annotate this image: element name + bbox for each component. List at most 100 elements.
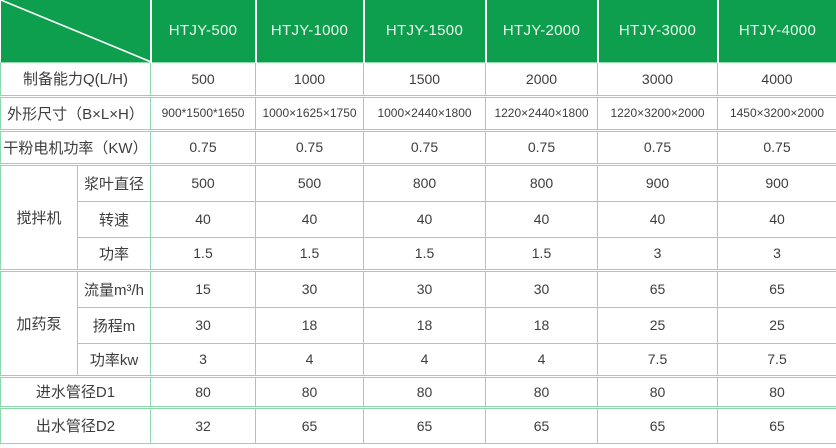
value-cell: 1500 bbox=[363, 61, 486, 97]
value-cell: 0.75 bbox=[717, 128, 836, 165]
column-header-htjy-1500: HTJY-1500 bbox=[363, 0, 487, 62]
sub-row-label: 转速 bbox=[77, 200, 151, 238]
value-cell: 80 bbox=[597, 374, 718, 408]
value-cell: 32 bbox=[150, 405, 256, 444]
row-mixer-power: 功率 1.5 1.5 1.5 1.5 3 3 bbox=[1, 236, 836, 271]
value-cell: 30 bbox=[485, 268, 598, 308]
row-dry-powder-motor-power: 干粉电机功率（KW） 0.75 0.75 0.75 0.75 0.75 0.75 bbox=[0, 128, 836, 165]
column-header-htjy-500: HTJY-500 bbox=[150, 0, 257, 62]
value-cell: 80 bbox=[485, 374, 598, 408]
sub-row-label: 功率kw bbox=[77, 342, 151, 377]
value-cell: 4000 bbox=[717, 61, 836, 97]
value-cell: 1220×2440×1800 bbox=[485, 94, 598, 131]
row-label: 制备能力Q(L/H) bbox=[0, 61, 151, 97]
row-mixer-blade-diameter: 搅拌机 浆叶直径 500 500 800 800 900 900 bbox=[0, 162, 836, 271]
diagonal-divider-line bbox=[1, 0, 150, 62]
value-cell: 0.75 bbox=[363, 128, 486, 165]
value-cell: 65 bbox=[717, 405, 836, 444]
value-cell: 0.75 bbox=[255, 128, 364, 165]
value-cell: 80 bbox=[255, 374, 364, 408]
sub-row-label: 流量m³/h bbox=[77, 268, 151, 308]
row-dosing-pump-head: 扬程m 30 18 18 18 25 25 bbox=[1, 306, 836, 344]
value-cell: 80 bbox=[150, 374, 256, 408]
value-cell: 40 bbox=[717, 200, 836, 238]
value-cell: 900 bbox=[597, 162, 718, 202]
value-cell: 500 bbox=[150, 61, 256, 97]
row-dosing-pump-flow: 加药泵 流量m³/h 15 30 30 30 65 65 bbox=[0, 268, 836, 377]
value-cell: 3 bbox=[597, 236, 718, 271]
value-cell: 25 bbox=[717, 306, 836, 344]
value-cell: 18 bbox=[485, 306, 598, 344]
value-cell: 65 bbox=[485, 405, 598, 444]
group-label-mixer: 搅拌机 bbox=[0, 162, 78, 271]
value-cell: 7.5 bbox=[717, 342, 836, 377]
row-label: 进水管径D1 bbox=[0, 374, 151, 408]
value-cell: 500 bbox=[255, 162, 364, 202]
row-label: 出水管径D2 bbox=[0, 405, 151, 444]
value-cell: 1450×3200×2000 bbox=[717, 94, 836, 131]
value-cell: 900*1500*1650 bbox=[150, 94, 256, 131]
value-cell: 65 bbox=[717, 268, 836, 308]
value-cell: 40 bbox=[255, 200, 364, 238]
value-cell: 30 bbox=[150, 306, 256, 344]
value-cell: 30 bbox=[255, 268, 364, 308]
column-header-htjy-3000: HTJY-3000 bbox=[597, 0, 719, 62]
value-cell: 65 bbox=[597, 268, 718, 308]
value-cell: 1.5 bbox=[150, 236, 256, 271]
value-cell: 1220×3200×2000 bbox=[597, 94, 718, 131]
value-cell: 4 bbox=[255, 342, 364, 377]
value-cell: 4 bbox=[485, 342, 598, 377]
value-cell: 2000 bbox=[485, 61, 598, 97]
row-label: 干粉电机功率（KW） bbox=[0, 128, 151, 165]
row-inlet-pipe-d1: 进水管径D1 80 80 80 80 80 80 bbox=[0, 374, 836, 408]
value-cell: 30 bbox=[363, 268, 486, 308]
row-mixer-speed: 转速 40 40 40 40 40 40 bbox=[1, 200, 836, 238]
value-cell: 800 bbox=[363, 162, 486, 202]
header-row: HTJY-500 HTJY-1000 HTJY-1500 HTJY-2000 H… bbox=[0, 0, 836, 62]
value-cell: 7.5 bbox=[597, 342, 718, 377]
row-dimensions: 外形尺寸（B×L×H） 900*1500*1650 1000×1625×1750… bbox=[0, 94, 836, 131]
value-cell: 40 bbox=[363, 200, 486, 238]
value-cell: 900 bbox=[717, 162, 836, 202]
value-cell: 18 bbox=[255, 306, 364, 344]
sub-row-label: 扬程m bbox=[77, 306, 151, 344]
value-cell: 3 bbox=[717, 236, 836, 271]
value-cell: 1.5 bbox=[255, 236, 364, 271]
value-cell: 800 bbox=[485, 162, 598, 202]
value-cell: 18 bbox=[363, 306, 486, 344]
diagonal-header-cell bbox=[0, 0, 152, 62]
value-cell: 40 bbox=[597, 200, 718, 238]
value-cell: 0.75 bbox=[597, 128, 718, 165]
value-cell: 15 bbox=[150, 268, 256, 308]
value-cell: 65 bbox=[597, 405, 718, 444]
value-cell: 40 bbox=[485, 200, 598, 238]
value-cell: 3000 bbox=[597, 61, 718, 97]
sub-row-label: 浆叶直径 bbox=[77, 162, 151, 202]
value-cell: 25 bbox=[597, 306, 718, 344]
sub-row-label: 功率 bbox=[77, 236, 151, 271]
value-cell: 40 bbox=[150, 200, 256, 238]
value-cell: 1000×2440×1800 bbox=[363, 94, 486, 131]
value-cell: 65 bbox=[363, 405, 486, 444]
value-cell: 0.75 bbox=[150, 128, 256, 165]
row-label: 外形尺寸（B×L×H） bbox=[0, 94, 151, 131]
column-header-htjy-4000: HTJY-4000 bbox=[717, 0, 836, 62]
value-cell: 4 bbox=[363, 342, 486, 377]
value-cell: 0.75 bbox=[485, 128, 598, 165]
value-cell: 1000 bbox=[255, 61, 364, 97]
group-label-dosing-pump: 加药泵 bbox=[0, 268, 78, 377]
row-capacity: 制备能力Q(L/H) 500 1000 1500 2000 3000 4000 bbox=[0, 61, 836, 97]
value-cell: 80 bbox=[363, 374, 486, 408]
column-header-htjy-1000: HTJY-1000 bbox=[255, 0, 365, 62]
value-cell: 80 bbox=[717, 374, 836, 408]
column-header-htjy-2000: HTJY-2000 bbox=[485, 0, 599, 62]
value-cell: 3 bbox=[150, 342, 256, 377]
value-cell: 65 bbox=[255, 405, 364, 444]
row-dosing-pump-power: 功率kw 3 4 4 4 7.5 7.5 bbox=[1, 342, 836, 377]
value-cell: 1000×1625×1750 bbox=[255, 94, 364, 131]
value-cell: 500 bbox=[150, 162, 256, 202]
row-outlet-pipe-d2: 出水管径D2 32 65 65 65 65 65 bbox=[0, 405, 836, 444]
value-cell: 1.5 bbox=[363, 236, 486, 271]
value-cell: 1.5 bbox=[485, 236, 598, 271]
